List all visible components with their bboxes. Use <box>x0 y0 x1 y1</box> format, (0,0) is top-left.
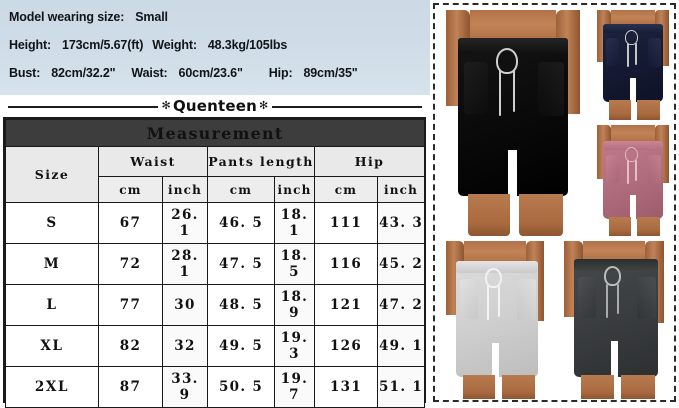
unit-header-pants-cm: cm <box>207 176 275 203</box>
brand-rule-left <box>8 106 158 108</box>
model-bust-value: 82cm/32.2" <box>51 66 116 80</box>
photo-tile-navy-shorts <box>591 10 673 120</box>
measurement-table: Measurement Size Waist Pants length Hip … <box>4 119 426 408</box>
colon-2: : <box>47 38 52 52</box>
unit-header-hip-inch: inch <box>376 176 426 203</box>
cell-pants-cm: 50. 5 <box>207 366 275 408</box>
measurement-title: Measurement <box>4 119 426 147</box>
model-size-value: Small <box>135 10 168 24</box>
column-header-waist: Waist <box>98 146 208 177</box>
cell-hip-cm: 111 <box>314 202 378 244</box>
cell-size: L <box>5 284 99 326</box>
cell-hip-inch: 51. 1 <box>376 366 426 408</box>
model-height-value: 173cm/5.67(ft) <box>62 38 144 52</box>
cell-pants-inch: 18. 5 <box>274 243 315 285</box>
cell-hip-cm: 131 <box>314 366 378 408</box>
table-row: S 67 26. 1 46. 5 18. 1 111 43. 3 <box>5 202 426 244</box>
cell-hip-inch: 45. 2 <box>376 243 426 285</box>
cell-waist-inch: 30 <box>162 284 208 326</box>
flower-star-right-icon: ✻ <box>259 98 269 112</box>
colon-5: : <box>163 66 168 80</box>
model-size-label: Model wearing size <box>9 10 121 24</box>
colon-6: : <box>288 66 293 80</box>
photo-tile-dark-grey-shorts <box>559 241 673 399</box>
cell-waist-cm: 67 <box>98 202 163 244</box>
flower-star-left-icon: ✻ <box>161 98 171 112</box>
size-chart-panel: Model wearing size: Small Height: 173cm/5.… <box>0 0 430 408</box>
cell-hip-inch: 47. 2 <box>376 284 426 326</box>
photo-frame-dashed-border <box>433 3 676 402</box>
cell-waist-cm: 82 <box>98 325 163 367</box>
table-title-row: Measurement <box>4 119 426 147</box>
column-header-hip: Hip <box>313 146 426 177</box>
cell-pants-cm: 47. 5 <box>207 243 275 285</box>
unit-header-waist-cm: cm <box>98 176 163 203</box>
cell-hip-inch: 49. 1 <box>376 325 426 367</box>
cell-hip-inch: 43. 3 <box>376 202 426 244</box>
photo-tile-main-black-shorts <box>440 10 586 236</box>
cell-waist-inch: 33. 9 <box>162 366 208 408</box>
model-bust-label: Bust <box>9 66 37 80</box>
model-weight-label: Weight <box>152 38 193 52</box>
photo-tile-light-grey-shorts <box>440 241 556 399</box>
cell-waist-inch: 28. 1 <box>162 243 208 285</box>
table-row: M 72 28. 1 47. 5 18. 5 116 45. 2 <box>5 243 426 285</box>
column-header-pants-length: Pants length <box>207 146 315 177</box>
model-waist-label: Waist <box>131 66 164 80</box>
cell-size: S <box>5 202 99 244</box>
cell-hip-cm: 121 <box>314 284 378 326</box>
brand-rule-right <box>272 106 423 108</box>
model-size-line: Model wearing size: Small <box>9 11 168 24</box>
photo-tile-pink-shorts <box>591 125 673 236</box>
colon-3: : <box>192 38 197 52</box>
model-hip-value: 89cm/35" <box>303 66 358 80</box>
cell-waist-cm: 87 <box>98 366 163 408</box>
model-height-label: Height <box>9 38 47 52</box>
model-info-header: Model wearing size: Small Height: 173cm/5.… <box>0 0 430 95</box>
model-height-weight-line: Height: 173cm/5.67(ft) Weight: 48.3kg/105lb… <box>9 39 287 52</box>
cell-waist-cm: 72 <box>98 243 163 285</box>
brand-name-group: ✻ Quenteen ✻ <box>162 97 269 115</box>
cell-waist-inch: 32 <box>162 325 208 367</box>
model-weight-value: 48.3kg/105lbs <box>207 38 288 52</box>
colon-1: : <box>120 10 125 24</box>
unit-header-hip-cm: cm <box>314 176 378 203</box>
model-hip-label: Hip <box>268 66 289 80</box>
cell-pants-cm: 46. 5 <box>207 202 275 244</box>
cell-hip-cm: 126 <box>314 325 378 367</box>
measurement-table-container: Measurement Size Waist Pants length Hip … <box>3 117 426 408</box>
model-waist-value: 60cm/23.6" <box>178 66 243 80</box>
table-row: 2XL 87 33. 9 50. 5 19. 7 131 51. 1 <box>5 366 426 408</box>
cell-waist-inch: 26. 1 <box>162 202 208 244</box>
cell-waist-cm: 77 <box>98 284 163 326</box>
model-measurements-line: Bust: 82cm/32.2" Waist: 60cm/23.6" Hip: 89cm/… <box>9 67 358 80</box>
table-unit-header-row: cm inch cm inch cm inch <box>6 176 426 203</box>
cell-pants-inch: 19. 7 <box>274 366 315 408</box>
unit-header-pants-inch: inch <box>274 176 315 203</box>
cell-pants-inch: 18. 9 <box>274 284 315 326</box>
cell-size: M <box>5 243 99 285</box>
product-photo-collage <box>430 0 679 405</box>
brand-name: Quenteen <box>172 97 258 115</box>
colon-4: : <box>36 66 41 80</box>
table-row: XL 82 32 49. 5 19. 3 126 49. 1 <box>5 325 426 367</box>
brand-banner: ✻ Quenteen ✻ <box>0 95 430 117</box>
cell-pants-cm: 48. 5 <box>207 284 275 326</box>
unit-header-waist-inch: inch <box>162 176 208 203</box>
cell-hip-cm: 116 <box>314 243 378 285</box>
column-header-size: Size <box>5 146 99 203</box>
cell-pants-inch: 18. 1 <box>274 202 315 244</box>
cell-size: XL <box>5 325 99 367</box>
cell-size: 2XL <box>5 366 99 408</box>
table-group-header-row: Size Waist Pants length Hip <box>5 146 426 203</box>
cell-pants-inch: 19. 3 <box>274 325 315 367</box>
table-row: L 77 30 48. 5 18. 9 121 47. 2 <box>5 284 426 326</box>
cell-pants-cm: 49. 5 <box>207 325 275 367</box>
